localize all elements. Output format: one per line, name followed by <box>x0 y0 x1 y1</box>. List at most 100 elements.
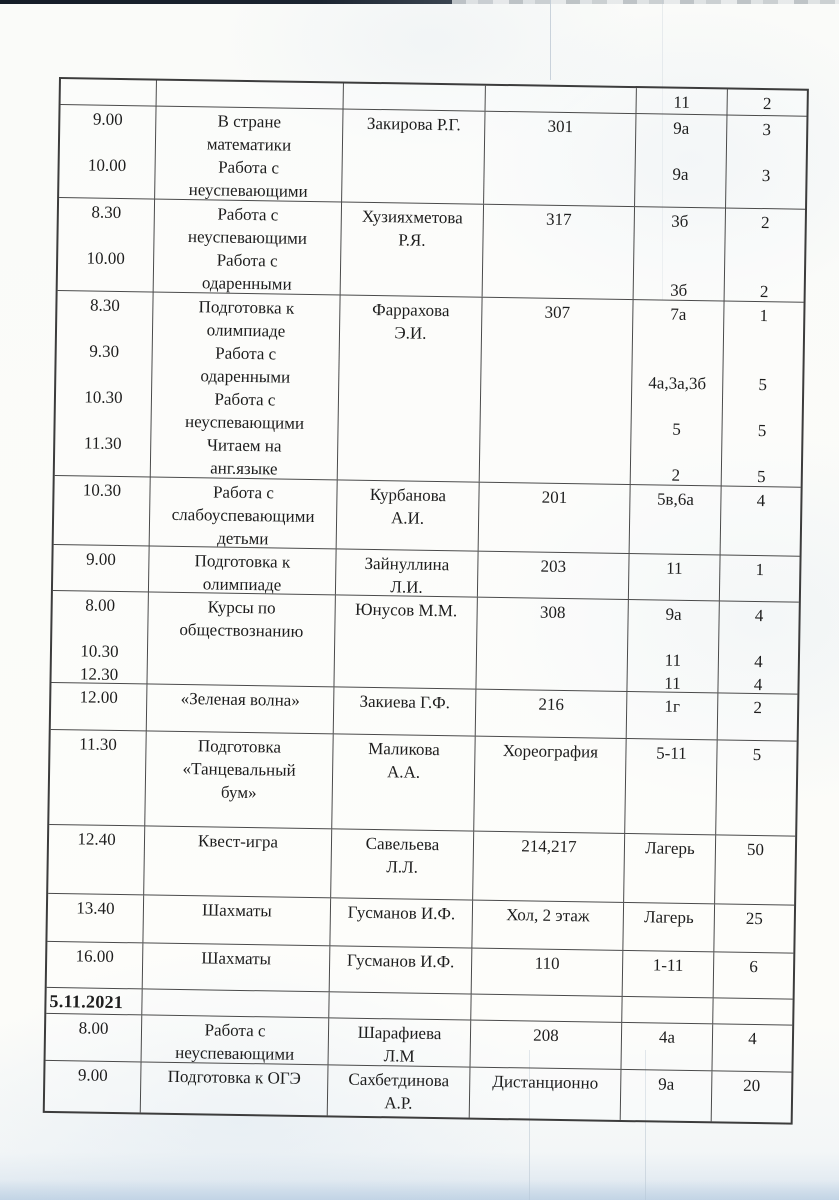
cell-text-line: 5-11 <box>656 743 687 763</box>
cell-time: 9.00 <box>44 1060 142 1113</box>
cell-class <box>622 996 714 1024</box>
cell-text-line <box>725 256 804 280</box>
cell-text-line: Работа с <box>215 343 277 364</box>
cell-text-line: 4а <box>658 1027 676 1047</box>
cell-text-line: Дистанционно <box>492 1071 599 1093</box>
cell-text-line: 13.40 <box>76 898 115 918</box>
cell-text-line: Фаррахова <box>372 299 450 321</box>
cell-text-line: Работа с <box>212 482 275 503</box>
cell-class: 4а <box>621 1022 714 1071</box>
cell-activity: Работа с слабоуспевающими детьми <box>149 477 338 549</box>
cell-text-line: «Танцевальный <box>182 759 296 780</box>
cell-class: 5в,6а <box>629 485 722 555</box>
cell-text-line: Курбанова <box>369 484 447 506</box>
cell-class: 11 <box>628 554 721 601</box>
table-row: 12.40 Квест-игра Савельева Л.Л. 214,217 Лагер… <box>48 824 796 906</box>
cell-teacher: Савельева Л.Л. <box>331 829 475 900</box>
cell-text-line: 317 <box>545 209 572 230</box>
cell-count: 4 <box>721 486 801 555</box>
cell-time: 8.30 10.00 <box>57 198 156 292</box>
cell-text-line: 5 <box>758 375 768 395</box>
cell-text-line: слабоуспевающими <box>171 504 315 527</box>
cell-text-line: 3б <box>671 211 689 231</box>
cell-text-line: 12.40 <box>77 829 116 849</box>
cell-text-line: 16.00 <box>75 946 114 966</box>
cell-text-line <box>724 326 803 350</box>
cell-text-line: Работа с <box>204 1020 266 1041</box>
cell-room: 208 <box>470 1020 623 1069</box>
scan-artifact-line <box>550 0 551 80</box>
cell-text-line: 5в,6а <box>656 489 694 510</box>
cell-text-line: 20 <box>743 1075 761 1096</box>
cell-text-line: 2 <box>753 697 763 718</box>
cell-time: 10.30 <box>53 475 151 546</box>
cell-class: Лагерь <box>624 833 717 904</box>
cell-text-line: 2 <box>760 213 770 233</box>
cell-teacher: Сахбетдинова А.Р. <box>327 1065 471 1118</box>
cell-count: 2 <box>727 90 806 116</box>
cell-class: 5-11 <box>625 738 718 835</box>
cell-text-line: 2 <box>762 94 772 114</box>
cell-count: 1 <box>720 555 800 601</box>
cell-text-line: «Зеленая волна» <box>180 688 300 710</box>
cell-activity: В стране математики Работа с неуспевающими <box>155 106 344 202</box>
cell-time <box>60 79 157 106</box>
cell-text-line: 5 <box>752 744 762 765</box>
cell-text-line: 8.30 <box>91 202 122 222</box>
cell-count: 50 <box>715 835 795 904</box>
cell-teacher: Хузияхметова Р.Я. <box>340 202 485 297</box>
scan-artifact-line <box>529 1050 530 1200</box>
cell-text-line: Л.И. <box>390 577 423 597</box>
cell-text-line: Шахматы <box>201 948 272 969</box>
cell-text-line: 1г <box>664 696 681 716</box>
cell-text-line <box>628 625 718 649</box>
cell-text-line <box>52 616 147 640</box>
cell-room: 301 <box>484 111 637 207</box>
cell-activity <box>156 80 344 109</box>
cell-text-line: 11 <box>673 92 691 112</box>
cell-text-line: 4 <box>753 674 763 694</box>
table-row: 9.00 10.00 В стране математики Работа с неус… <box>59 105 807 210</box>
cell-text-line: 9а <box>658 1074 675 1094</box>
cell-text-line: Зайнуллина <box>364 553 450 575</box>
cell-text-line <box>634 232 724 256</box>
cell-text-line: Гусманов И.Ф. <box>347 902 456 924</box>
cell-room: Дистанционно <box>469 1067 622 1120</box>
cell-text-line: Хореография <box>502 741 599 762</box>
cell-text-line: Подготовка к <box>194 551 291 572</box>
cell-time: 13.40 <box>47 893 145 943</box>
cell-time: 8.30 9.30 10.30 11.30 <box>54 291 154 477</box>
cell-activity: Курсы по обществознанию <box>147 592 336 687</box>
cell-text-line: одаренными <box>200 366 291 387</box>
cell-text-line <box>727 141 806 165</box>
cell-text-line: Сахбетдинова <box>348 1069 450 1091</box>
cell-text-line: 11 <box>664 650 682 670</box>
table-row: 8.30 9.30 10.30 11.30 Подготовка к олимпиа… <box>54 291 804 488</box>
cell-text-line <box>632 348 722 372</box>
cell-text-line: 9.00 <box>85 549 116 569</box>
cell-text-line: 5.11.2021 <box>49 990 124 1013</box>
table-row: 9.00 Подготовка к ОГЭ Сахбетдинова А.Р. Дист… <box>44 1060 792 1123</box>
cell-text-line: 5 <box>757 421 767 441</box>
cell-text-line: Юнусов М.М. <box>354 599 458 621</box>
cell-text-line: 11.30 <box>83 433 122 454</box>
cell-teacher: Закирова Р.Г. <box>342 109 486 204</box>
cell-text-line: 308 <box>539 602 566 623</box>
cell-text-line: 9а <box>673 118 690 138</box>
cell-room: 110 <box>471 948 624 996</box>
cell-text-line <box>719 626 798 650</box>
cell-text-line: 11 <box>664 673 681 693</box>
cell-text-line <box>633 325 723 349</box>
cell-text-line: Л.Л. <box>386 857 419 877</box>
cell-room: Хореография <box>474 736 627 833</box>
cell-activity: Шахматы <box>142 943 331 992</box>
cell-room <box>471 994 623 1022</box>
cell-text-line: 6 <box>749 956 759 977</box>
cell-text-line: 10.30 <box>84 387 123 408</box>
cell-text-line: Закирова Р.Г. <box>366 113 461 135</box>
cell-text-line <box>60 130 155 154</box>
cell-text-line: 8.00 <box>78 1018 109 1038</box>
cell-text-line: 9а <box>672 164 689 184</box>
cell-activity: Подготовка к ОГЭ <box>140 1062 329 1116</box>
